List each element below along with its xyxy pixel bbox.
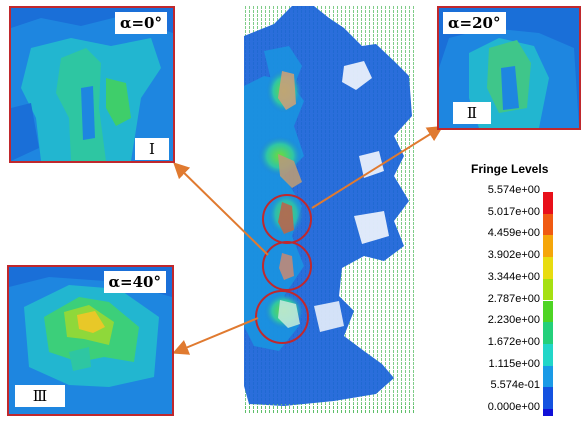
highlight-circle-3	[255, 290, 309, 344]
legend-level-label: 0.000e+00	[487, 401, 540, 413]
panel-3-angle-label: α=40°	[103, 271, 166, 293]
legend-color-swatch	[543, 300, 553, 323]
zoom-panel-2: α=20° Ⅱ	[437, 6, 581, 130]
legend-color-swatch	[543, 278, 553, 301]
panel-1-angle-label: α=0°	[114, 12, 167, 34]
legend-color-swatch	[543, 257, 553, 279]
legend-level-label: 5.017e+00	[487, 205, 540, 218]
zoom-panel-1: α=0° Ⅰ	[9, 6, 175, 163]
legend-color-swatch	[543, 213, 553, 236]
legend-color-swatch	[543, 235, 553, 258]
legend-level-label: 1.672e+00	[487, 335, 540, 348]
panel-3-roman-numeral: Ⅲ	[15, 385, 65, 407]
panel-2-roman-numeral: Ⅱ	[453, 102, 491, 124]
legend-level-label: 5.574e+00	[487, 184, 540, 196]
legend-color-swatch	[543, 409, 553, 416]
legend-color-swatch	[543, 343, 553, 366]
legend-title: Fringe Levels	[471, 162, 549, 176]
legend-level-label: 2.230e+00	[487, 314, 540, 327]
legend-level-label: 2.787e+00	[487, 292, 540, 305]
legend-color-swatch	[543, 192, 553, 214]
legend-color-swatch	[543, 387, 553, 409]
panel-3-contour	[9, 267, 172, 414]
highlight-circle-2	[262, 241, 312, 291]
legend-level-label: 3.902e+00	[487, 249, 540, 262]
legend-level-label: 4.459e+00	[487, 227, 540, 240]
legend-level-label: 3.344e+00	[487, 270, 540, 283]
legend-level-label: 1.115e+00	[488, 357, 541, 370]
legend-color-swatch	[543, 365, 553, 388]
legend-level-label: 5.574e-01	[490, 379, 540, 392]
legend-color-swatch	[543, 322, 553, 344]
panel-1-roman-numeral: Ⅰ	[135, 138, 169, 160]
zoom-panel-3: α=40° Ⅲ	[7, 265, 174, 416]
panel-2-angle-label: α=20°	[443, 12, 506, 34]
simulation-domain	[244, 6, 414, 414]
